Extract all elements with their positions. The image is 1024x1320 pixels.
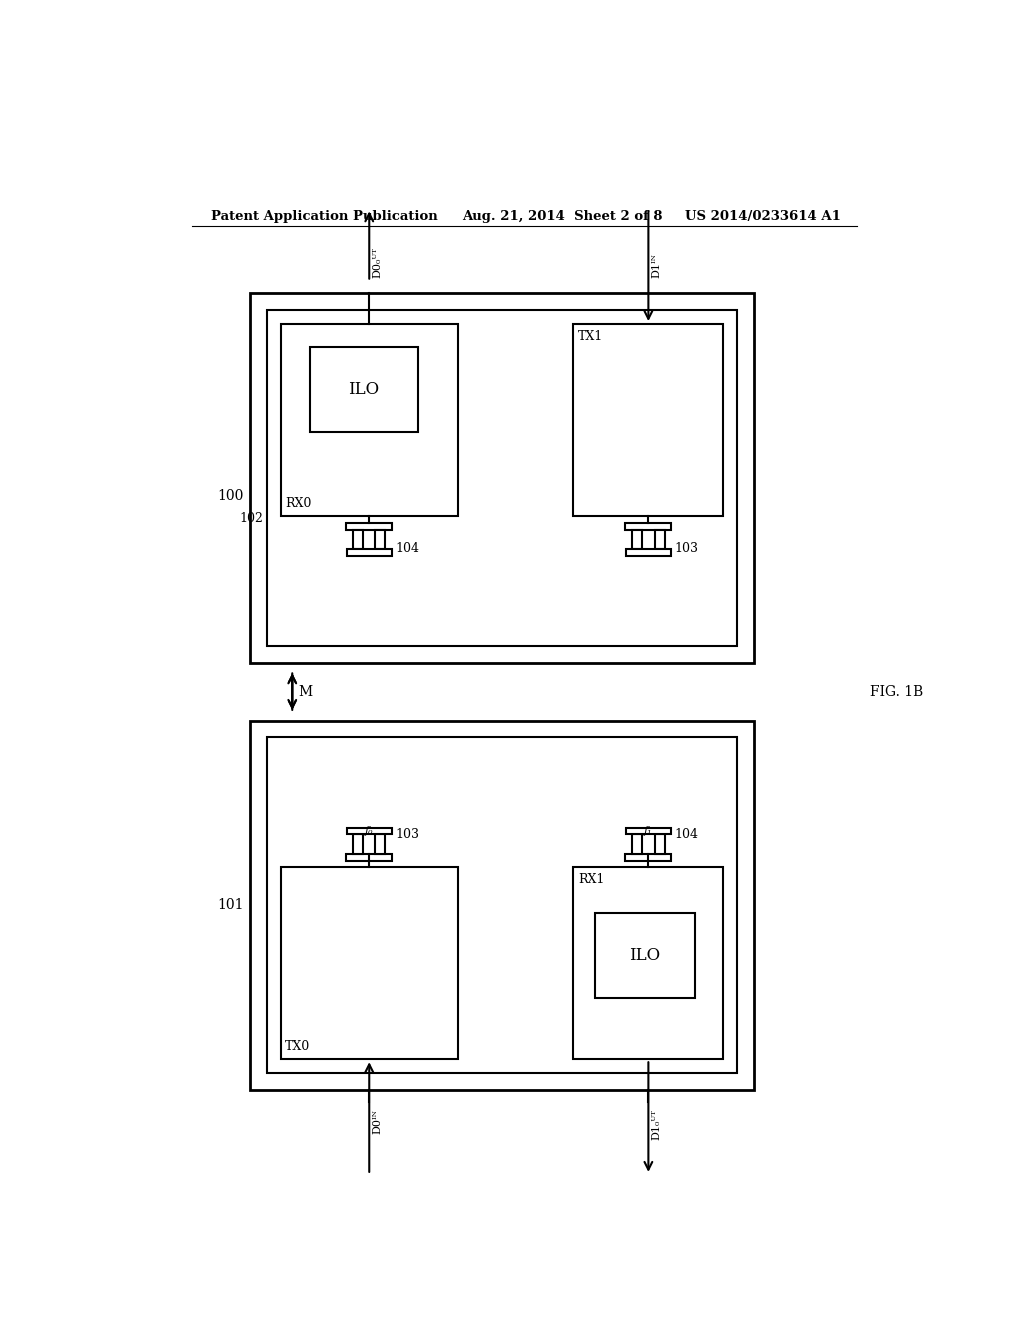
Text: US 2014/0233614 A1: US 2014/0233614 A1 [685,210,841,223]
Bar [281,323,458,516]
Text: 103: 103 [675,543,698,556]
Text: f₀: f₀ [365,826,374,836]
Bar [281,867,458,1059]
Text: D1ᴵᴺ: D1ᴵᴺ [651,253,662,277]
Text: D0ᴵᴺ: D0ᴵᴺ [373,1109,382,1134]
Bar [626,854,672,861]
Bar [267,738,737,1073]
Text: Aug. 21, 2014  Sheet 2 of 8: Aug. 21, 2014 Sheet 2 of 8 [462,210,663,223]
Bar [310,347,418,432]
Bar [347,549,391,556]
Bar [346,523,392,529]
Text: M: M [298,685,312,698]
Bar [250,721,755,1090]
Bar [250,293,755,663]
Bar [347,828,391,834]
Text: 103: 103 [395,828,420,841]
Text: 104: 104 [675,828,698,841]
Text: TX0: TX0 [286,1040,310,1053]
Text: ILO: ILO [630,946,660,964]
Bar [595,913,695,998]
Bar [376,529,385,549]
Bar [573,867,724,1059]
Bar [267,310,737,645]
Bar [632,834,642,854]
Text: ILO: ILO [348,381,380,397]
Bar [346,854,392,861]
Bar [626,549,671,556]
Text: D1₀ᵁᵀ: D1₀ᵁᵀ [651,1109,662,1140]
Text: RX0: RX0 [286,498,311,511]
Bar [376,834,385,854]
Bar [632,529,642,549]
Text: FIG. 1B: FIG. 1B [869,685,923,698]
Text: TX1: TX1 [578,330,603,343]
Text: Patent Application Publication: Patent Application Publication [211,210,438,223]
Bar [654,834,665,854]
Bar [654,529,665,549]
Bar [353,834,364,854]
Text: RX1: RX1 [578,873,604,886]
Text: f₁: f₁ [644,826,652,836]
Text: D0₀ᵁᵀ: D0₀ᵁᵀ [373,247,382,277]
Text: 100: 100 [217,490,244,503]
Bar [626,828,671,834]
Text: 104: 104 [395,543,420,556]
Bar [353,529,364,549]
Bar [626,523,672,529]
Text: 101: 101 [217,899,244,912]
Text: 102: 102 [240,512,263,525]
Bar [573,323,724,516]
